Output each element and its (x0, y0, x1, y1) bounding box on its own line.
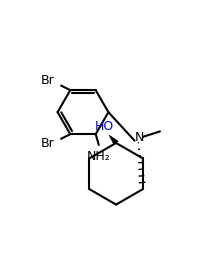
Text: HO: HO (95, 120, 114, 133)
Text: Br: Br (41, 137, 55, 150)
Text: Br: Br (41, 74, 55, 87)
Text: N: N (134, 131, 144, 144)
Text: NH₂: NH₂ (87, 150, 111, 163)
Polygon shape (109, 135, 118, 145)
